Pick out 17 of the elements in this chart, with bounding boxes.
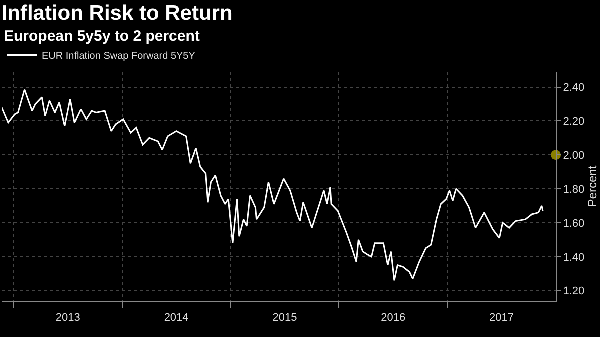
x-tick-label: 2016 (381, 312, 406, 324)
x-tick-label: 2014 (164, 312, 189, 324)
y-tick-label: 1.20 (563, 286, 585, 298)
y-tick-label: 2.00 (563, 150, 585, 162)
y-tick-label: 1.80 (563, 184, 585, 196)
y-tick-label: 1.60 (563, 218, 585, 230)
chart-title: Inflation Risk to Return (2, 2, 233, 25)
legend-label: EUR Inflation Swap Forward 5Y5Y (42, 51, 196, 62)
x-tick-label: 2017 (490, 312, 514, 324)
x-tick-label: 2013 (56, 312, 80, 324)
y-axis-title: Percent (586, 165, 600, 208)
y-tick-label: 2.20 (563, 116, 585, 128)
chart-subtitle: European 5y5y to 2 percent (4, 28, 200, 45)
y-tick-label: 1.40 (563, 252, 585, 264)
x-tick-label: 2015 (272, 312, 298, 324)
y-tick-label: 2.40 (563, 82, 585, 94)
line-series (2, 89, 544, 282)
